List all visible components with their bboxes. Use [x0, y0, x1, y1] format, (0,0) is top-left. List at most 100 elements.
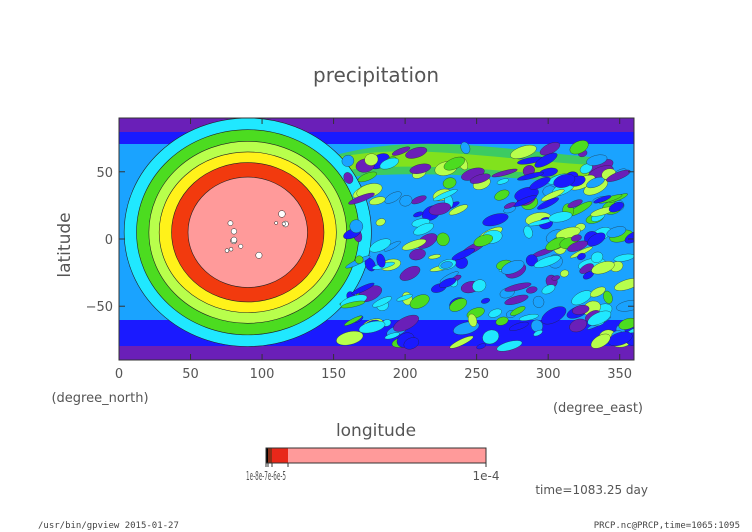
noise-blob: [496, 340, 523, 352]
noise-blob: [344, 315, 363, 326]
noise-blob: [451, 248, 475, 261]
noise-blob: [593, 195, 612, 204]
noise-blob: [399, 195, 413, 207]
core-speck: [230, 236, 238, 244]
time-label: time=1083.25 day: [535, 483, 648, 497]
noise-blob: [533, 255, 561, 268]
noise-blob: [532, 296, 545, 308]
noise-blob: [413, 222, 434, 236]
x-tick-label: 250: [464, 367, 489, 382]
noise-blob: [503, 202, 516, 209]
y-unit-label: (degree_north): [51, 391, 148, 406]
colorbar-left-label: 1e-8e-7e-6e-5: [246, 469, 286, 483]
noise-blob: [351, 282, 375, 295]
noise-blob: [349, 219, 364, 234]
x-tick-label: 50: [182, 367, 199, 382]
noise-blob: [340, 300, 366, 309]
x-tick-label: 200: [393, 367, 418, 382]
colorbar-frame: [265, 447, 487, 464]
noise-blob: [518, 314, 539, 321]
noise-blob: [399, 266, 421, 281]
noise-blob: [476, 343, 487, 350]
noise-blob: [533, 329, 543, 337]
noise-blob: [391, 146, 411, 156]
noise-blob: [590, 333, 611, 349]
noise-blob: [384, 332, 400, 340]
noise-blob: [618, 317, 634, 330]
noise-blob: [586, 154, 608, 166]
x-tick-label: 350: [607, 367, 632, 382]
noise-blob: [590, 251, 604, 263]
noise-layer: [224, 140, 634, 352]
noise-blob: [525, 254, 538, 267]
noise-blob: [551, 275, 560, 281]
noise-blob: [436, 232, 450, 246]
noise-blob: [510, 306, 526, 316]
noise-blob: [603, 290, 613, 304]
noise-blob: [569, 318, 587, 333]
noise-blob: [341, 155, 355, 167]
y-tick-label: 50: [96, 166, 113, 181]
chart-title: precipitation: [313, 63, 439, 87]
noise-blob: [472, 279, 487, 293]
noise-blob: [482, 213, 509, 227]
colorbar-right-label: 1e-4: [473, 469, 500, 483]
noise-blob: [409, 163, 432, 174]
noise-blob: [607, 331, 633, 346]
noise-blob: [504, 282, 532, 292]
band-south-pole: [119, 346, 634, 360]
colorbar-seg-2: [272, 448, 288, 463]
core-speck: [227, 220, 234, 227]
plot-area: [119, 118, 634, 360]
noise-blob: [449, 298, 467, 312]
noise-blob: [405, 146, 428, 159]
colorbar-ticks: [265, 463, 487, 467]
x-axis-title: longitude: [336, 421, 416, 441]
noise-blob: [376, 253, 386, 268]
noise-blob: [355, 255, 364, 264]
y-tick-label: −50: [86, 300, 113, 315]
noise-blob: [495, 316, 509, 326]
noise-blob: [491, 168, 518, 178]
noise-blob: [548, 211, 573, 223]
noise-blob: [606, 169, 631, 182]
noise-blob: [529, 177, 551, 190]
noise-blob: [504, 294, 529, 305]
noise-blob: [510, 145, 537, 159]
noise-blob: [433, 189, 458, 202]
noise-blob: [572, 304, 590, 315]
colorbar: 1e-8e-7e-6e-5 1e-4: [246, 447, 500, 483]
noise-blob: [439, 277, 457, 288]
noise-blob: [577, 252, 586, 261]
noise-blob: [393, 314, 419, 332]
noise-blob: [509, 321, 529, 331]
noise-blob: [449, 335, 474, 349]
noise-blob: [467, 313, 478, 327]
noise-blob: [358, 320, 386, 334]
contour-ring: [187, 176, 308, 288]
noise-blob: [587, 232, 606, 247]
noise-blob: [481, 297, 490, 304]
noise-blob: [372, 296, 392, 308]
x-axis: 0 50 100 150 200 250 300 350: [115, 118, 632, 382]
noise-blob: [473, 234, 493, 247]
core-speck: [224, 248, 230, 253]
noise-blob: [496, 178, 509, 185]
noise-blob: [608, 201, 624, 213]
noise-blob: [460, 141, 471, 154]
noise-blob: [541, 284, 556, 295]
noise-blob: [537, 197, 559, 210]
noise-blob: [413, 211, 424, 218]
noise-blob: [443, 156, 465, 171]
noise-blob: [369, 196, 386, 205]
core-speck: [278, 210, 286, 218]
noise-blob: [541, 189, 565, 202]
noise-blob: [442, 177, 457, 189]
core-speck: [230, 228, 238, 235]
x-tick-label: 300: [536, 367, 561, 382]
core-speck: [281, 221, 286, 226]
core-speck: [228, 247, 234, 252]
noise-blob: [343, 172, 354, 184]
noise-blob: [571, 234, 582, 242]
noise-blob: [590, 286, 606, 298]
